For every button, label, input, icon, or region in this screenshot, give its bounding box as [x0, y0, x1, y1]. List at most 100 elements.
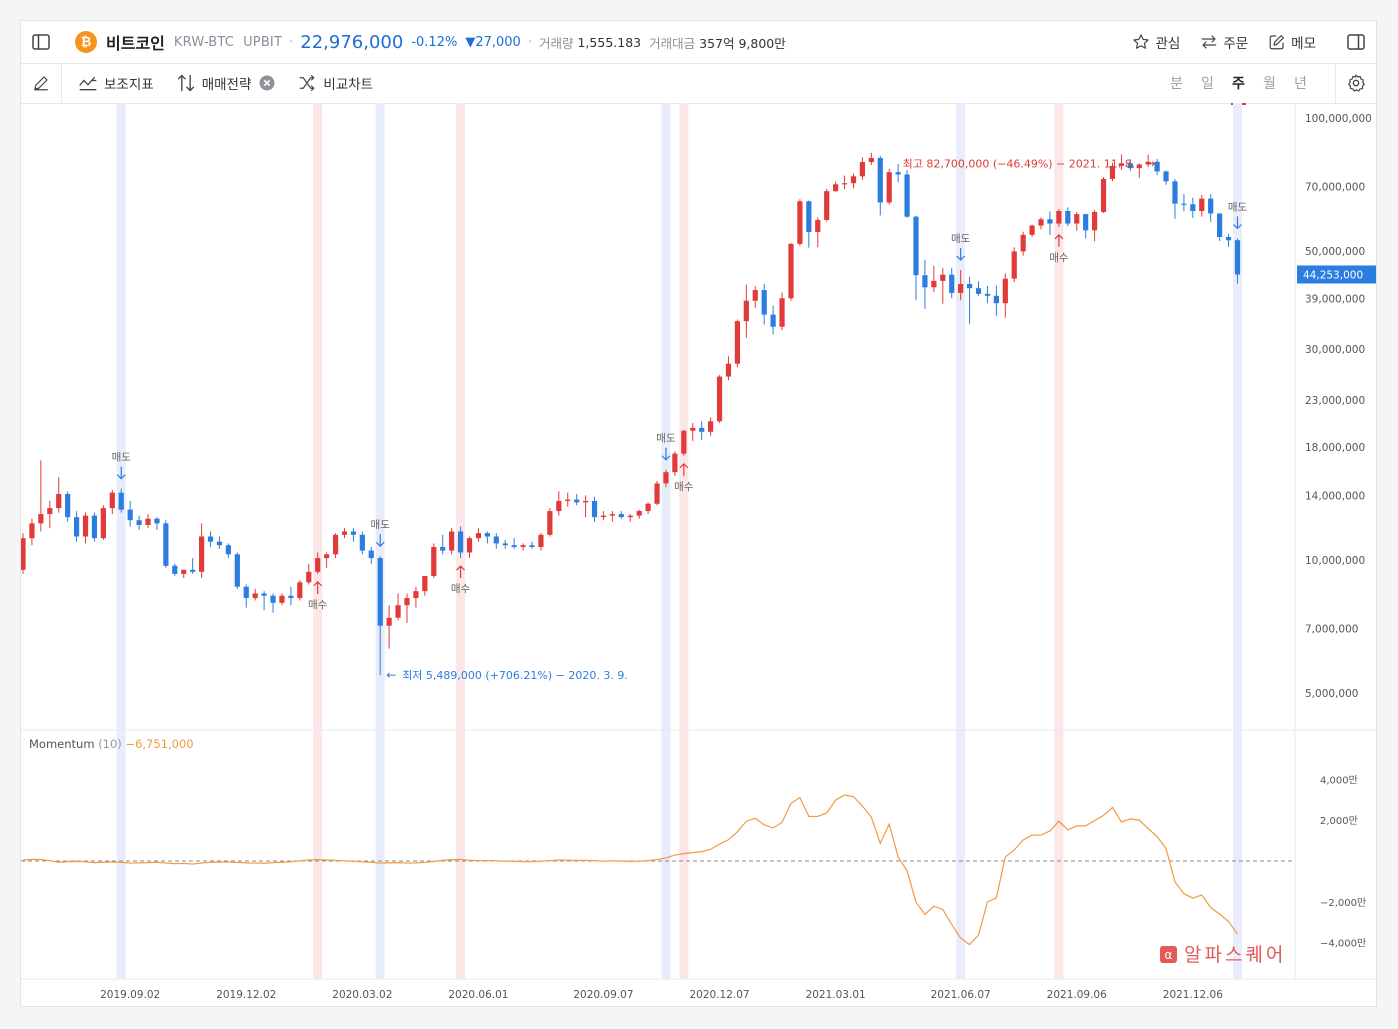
candle — [324, 554, 330, 559]
candle — [1109, 165, 1116, 179]
candle — [1083, 214, 1089, 231]
candle — [234, 554, 240, 587]
candle — [582, 500, 589, 503]
gear-icon — [1348, 74, 1365, 92]
candle — [270, 595, 276, 603]
candle — [368, 550, 374, 559]
candle — [431, 546, 437, 576]
compare-chart-button[interactable]: 비교차트 — [297, 73, 373, 93]
candle — [1181, 203, 1187, 205]
candle — [457, 531, 464, 553]
drawing-tool-button[interactable] — [21, 63, 62, 103]
candle — [850, 176, 857, 184]
time-axis-label: 2021.03.01 — [806, 989, 866, 1001]
candle — [600, 515, 607, 518]
candle — [1047, 219, 1053, 224]
signal-band — [313, 103, 323, 979]
candle — [1100, 178, 1107, 212]
sell-signal-label: 매도 — [656, 433, 676, 445]
candle — [190, 569, 196, 572]
candle — [315, 558, 321, 572]
order-label: 주문 — [1223, 36, 1249, 52]
candle — [565, 499, 571, 501]
order-button[interactable]: 주문 — [1200, 32, 1248, 52]
candle — [752, 290, 758, 301]
memo-button[interactable]: 메모 — [1268, 32, 1316, 52]
candle — [949, 274, 955, 293]
sidebar-icon — [32, 34, 50, 50]
timeframe-week[interactable]: 주 — [1223, 73, 1254, 105]
trade-amount-value: 357억 9,800만 — [699, 35, 786, 51]
candle — [806, 201, 812, 233]
candle — [181, 569, 187, 574]
sidebar-toggle-button[interactable] — [21, 22, 61, 62]
strategy-clear-button[interactable] — [259, 75, 275, 91]
candle — [199, 536, 205, 572]
buy-arrow-icon — [313, 581, 323, 594]
timeframe-month[interactable]: 월 — [1263, 76, 1276, 92]
indicator-chart-icon — [79, 76, 97, 91]
candle — [1217, 213, 1223, 237]
candle — [38, 514, 44, 524]
strategy-button[interactable]: 매매전략 — [176, 73, 251, 93]
candle — [984, 293, 991, 296]
chart-settings-button[interactable] — [1335, 63, 1376, 103]
candle — [556, 500, 562, 512]
candle — [288, 595, 294, 599]
candle — [493, 536, 499, 544]
candle — [1002, 278, 1008, 304]
price-chart[interactable]: 100,000,000 70,000,000 50,000,000 39,000,00… — [21, 103, 1377, 1007]
candle — [1199, 198, 1205, 211]
momentum-axis-label: −4,000만 — [1320, 938, 1366, 950]
time-axis-label: 2020.06.01 — [448, 989, 508, 1001]
price-axis-label: 18,000,000 — [1305, 442, 1365, 454]
shuffle-icon — [300, 74, 315, 92]
sell-signal-label: 매도 — [1228, 201, 1248, 213]
price-axis-label: 30,000,000 — [1305, 344, 1365, 356]
favorite-button[interactable]: 관심 — [1132, 32, 1180, 52]
timeframe-year[interactable]: 년 — [1294, 76, 1307, 92]
exchange-name: UPBIT — [243, 34, 283, 50]
right-panel-toggle-button[interactable] — [1336, 22, 1376, 62]
candle — [1092, 211, 1098, 231]
candle — [65, 494, 71, 518]
candle — [1020, 234, 1026, 252]
time-axis-label: 2021.06.07 — [931, 989, 991, 1001]
candle — [1038, 219, 1044, 226]
timeframe-minute[interactable]: 분 — [1170, 76, 1183, 92]
candle — [877, 157, 883, 203]
sell-signal-label: 매도 — [371, 519, 391, 531]
candle — [931, 280, 937, 288]
candle — [243, 586, 249, 599]
candle — [225, 545, 231, 555]
high-annotation: 최고 82,700,000 (−46.49%) − 2021. 11. 8. — [903, 157, 1136, 170]
chart-toolbar: 보조지표 매매전략 비교차트 — [21, 63, 1376, 104]
timeframe-day[interactable]: 일 — [1201, 76, 1214, 92]
buy-arrow-icon — [456, 565, 465, 579]
change-amount: ▼27,000 — [465, 34, 521, 50]
indicator-button[interactable]: 보조지표 — [78, 73, 154, 93]
candle — [350, 531, 357, 535]
candle — [216, 541, 223, 546]
price-axis-label: 7,000,000 — [1305, 623, 1358, 635]
candle — [520, 545, 526, 547]
edit-note-icon — [1269, 35, 1285, 50]
coin-name[interactable]: 비트코인 — [106, 34, 165, 53]
candle — [1074, 214, 1080, 224]
candle — [163, 523, 169, 566]
candle — [940, 274, 946, 281]
candle — [886, 172, 892, 203]
candle — [29, 523, 35, 539]
candle — [1234, 240, 1241, 275]
signal-band — [956, 103, 966, 979]
candle — [1145, 161, 1151, 165]
price-axis-label: 23,000,000 — [1305, 395, 1365, 407]
price-axis-label: 5,000,000 — [1305, 688, 1358, 700]
candle — [1225, 236, 1232, 241]
favorite-label: 관심 — [1155, 36, 1181, 52]
price-axis-label: 100,000,000 — [1305, 113, 1372, 125]
watermark-text: 알파스퀘어 — [1184, 944, 1286, 966]
candle — [663, 472, 669, 484]
candle — [627, 515, 633, 518]
candle — [82, 515, 89, 537]
